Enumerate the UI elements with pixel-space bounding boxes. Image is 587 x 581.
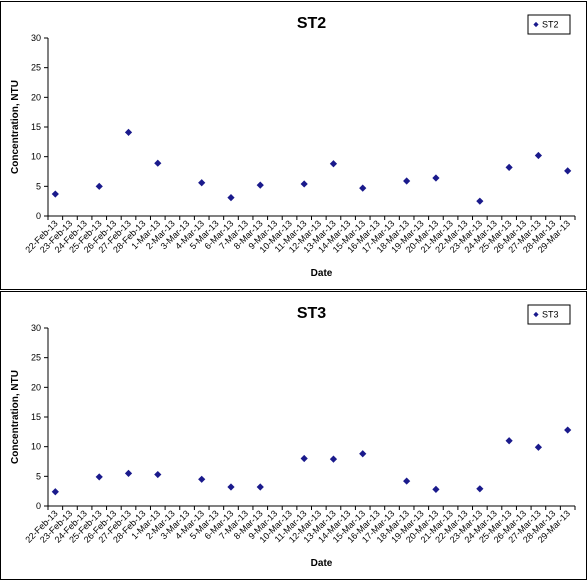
- data-point: [505, 437, 513, 445]
- data-point: [564, 426, 572, 434]
- data-point: [534, 151, 543, 160]
- data-point: [476, 485, 484, 493]
- y-tick-label: 5: [36, 471, 41, 481]
- data-point: [154, 470, 162, 479]
- data-point: [432, 174, 440, 182]
- legend-label: ST3: [542, 310, 559, 320]
- y-tick-label: 30: [31, 323, 41, 333]
- data-point: [300, 180, 308, 188]
- y-tick-label: 20: [31, 92, 41, 102]
- data-point: [227, 194, 235, 202]
- y-tick-label: 5: [36, 181, 41, 191]
- chart-panel-st3: ST3 0 5 10 15 20 25 30 22-Feb-13 23-Feb-13 24-Feb-…: [0, 291, 587, 580]
- data-point: [124, 128, 133, 136]
- chart-panel-st2: ST2 0 5 10 15 20 25 30 22-Feb-13 23-Feb-13 24-Feb-…: [0, 1, 587, 290]
- x-axis-title: Date: [311, 558, 333, 569]
- data-point: [564, 167, 572, 175]
- y-tick-label: 15: [31, 412, 41, 422]
- data-point: [329, 160, 338, 168]
- legend-label: ST2: [542, 20, 559, 30]
- data-point: [256, 181, 264, 189]
- y-tick-label: 25: [31, 353, 41, 363]
- y-tick-label: 10: [31, 442, 41, 452]
- data-point: [476, 197, 484, 205]
- data-point: [256, 483, 264, 491]
- y-tick-label: 0: [36, 211, 41, 221]
- data-point: [432, 485, 440, 493]
- chart-title: ST2: [297, 15, 326, 32]
- y-tick-label: 15: [31, 122, 41, 132]
- y-tick-label: 0: [36, 501, 41, 511]
- data-point: [154, 159, 162, 167]
- chart-svg-st3: ST305101520253022-Feb-1323-Feb-1324-Feb-…: [10, 304, 576, 569]
- x-axis-title: Date: [311, 268, 333, 279]
- data-point: [403, 177, 411, 185]
- y-tick-label: 25: [31, 63, 41, 73]
- y-tick-label: 30: [31, 33, 41, 43]
- chart-svg-st2: ST205101520253022-Feb-1323-Feb-1324-Feb-…: [10, 14, 576, 279]
- y-tick-label: 10: [31, 152, 41, 162]
- data-point: [403, 477, 411, 485]
- y-axis-title: Concentration, NTU: [10, 370, 21, 464]
- data-point: [95, 473, 103, 481]
- data-point: [51, 190, 59, 198]
- legend-box: [527, 304, 571, 325]
- y-axis-title: Concentration, NTU: [10, 80, 21, 174]
- chart-title: ST3: [297, 305, 326, 322]
- legend-marker: [533, 311, 539, 318]
- data-point: [198, 179, 206, 187]
- data-point: [300, 454, 308, 463]
- data-point: [534, 443, 543, 451]
- data-point: [124, 469, 133, 477]
- data-point: [359, 450, 367, 458]
- data-point: [51, 488, 59, 496]
- data-point: [359, 184, 367, 192]
- data-point: [227, 483, 235, 491]
- y-tick-label: 20: [31, 382, 41, 392]
- data-point: [329, 455, 338, 463]
- data-point: [505, 163, 513, 171]
- legend-box: [527, 14, 571, 35]
- legend-marker: [533, 21, 539, 28]
- data-point: [198, 475, 206, 483]
- data-point: [95, 182, 103, 190]
